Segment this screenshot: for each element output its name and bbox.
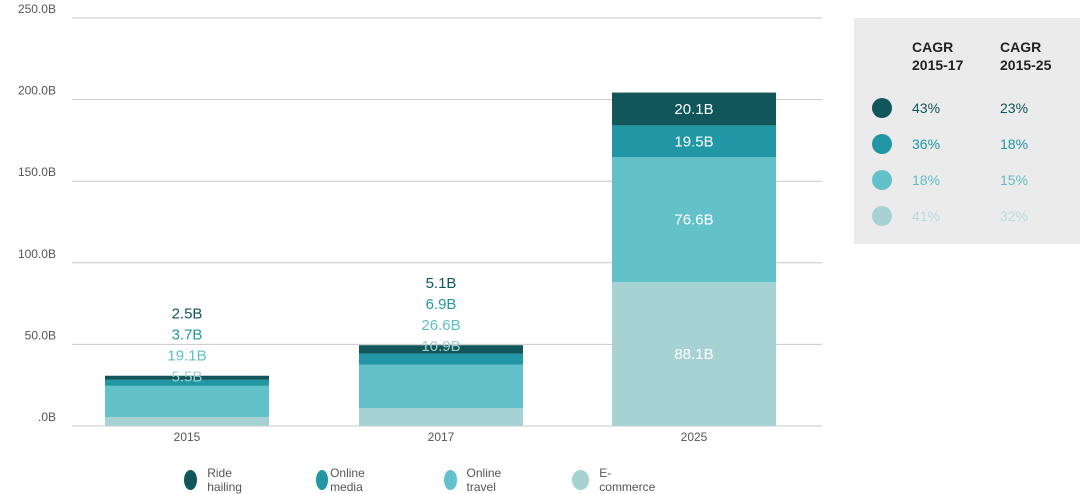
data-label-online-travel-2017: 26.6B — [421, 317, 460, 334]
bars — [105, 92, 776, 426]
bar-segment-online-media-2025 — [612, 125, 776, 158]
y-tick-label: 100.0B — [18, 247, 56, 261]
legend-label: E-commerce — [599, 466, 656, 494]
cagr-row: 41% 32% — [854, 204, 1080, 230]
bar-segment-online-travel-2017 — [359, 364, 523, 409]
cagr-value-2015-25: 32% — [1000, 208, 1029, 224]
y-tick-label: .0B — [38, 410, 56, 424]
data-label-online-media-2025: 19.5B — [674, 133, 713, 150]
legend-label: Online media — [330, 466, 365, 494]
cagr-swatch — [872, 206, 892, 226]
data-label-ride-hailing-2015: 2.5B — [172, 306, 203, 323]
legend-label: Online travel — [466, 466, 502, 494]
data-label-online-travel-2015: 19.1B — [167, 348, 206, 365]
cagr-value-2015-17: 18% — [912, 172, 941, 188]
data-label-e-commerce-2017: 10.9B — [421, 338, 460, 355]
legend-swatch — [572, 470, 590, 490]
cagr-swatch — [872, 134, 892, 154]
bar-segment-e-commerce-2015 — [105, 417, 269, 426]
x-category-label: 2015 — [174, 430, 201, 444]
cagr-swatch — [872, 98, 892, 118]
bar-segment-e-commerce-2017 — [359, 408, 523, 426]
data-label-ride-hailing-2025: 20.1B — [674, 101, 713, 118]
cagr-panel: CAGR 2015-17 CAGR 2015-25 43% 23% 36% 18% 18… — [854, 18, 1080, 244]
bar-segment-ride-hailing-2025 — [612, 92, 776, 126]
cagr-value-2015-25: 15% — [1000, 172, 1029, 188]
legend-item-online-media: Online media — [316, 466, 373, 494]
data-label-online-media-2017: 6.9B — [426, 296, 457, 313]
x-axis-categories: 2015 2017 2025 — [174, 430, 708, 444]
cagr-row: 18% 15% — [854, 168, 1080, 194]
cagr-header-2015-25: CAGR 2015-25 — [1000, 39, 1052, 73]
bar-segment-ride-hailing-2017 — [359, 345, 523, 354]
cagr-value-2015-25: 23% — [1000, 100, 1029, 116]
y-axis-ticks: .0B 50.0B 100.0B 150.0B 200.0B 250.0B — [18, 2, 56, 424]
data-labels: 2.5B 3.7B 19.1B 5.5B 5.1B 6.9B 26.6B 10.9B 88.1B… — [167, 101, 713, 386]
cagr-row: 36% 18% — [854, 132, 1080, 158]
data-label-online-media-2015: 3.7B — [172, 327, 203, 344]
cagr-value-2015-17: 41% — [912, 208, 941, 224]
y-tick-label: 50.0B — [25, 328, 56, 342]
cagr-value-2015-25: 18% — [1000, 136, 1029, 152]
data-label-ride-hailing-2017: 5.1B — [426, 275, 457, 292]
y-tick-label: 150.0B — [18, 165, 56, 179]
legend-swatch — [444, 470, 457, 490]
legend-swatch — [184, 470, 198, 490]
cagr-value-2015-17: 36% — [912, 136, 941, 152]
cagr-row: 43% 23% — [854, 96, 1080, 122]
data-label-e-commerce-2015: 5.5B — [172, 369, 203, 386]
legend-label: Ride hailing — [207, 466, 242, 494]
legend-item-e-commerce: E-commerce — [572, 466, 658, 494]
x-category-label: 2025 — [681, 430, 708, 444]
legend-item-online-travel: Online travel — [444, 466, 509, 494]
bar-segment-online-media-2015 — [105, 379, 269, 386]
x-category-label: 2017 — [428, 430, 455, 444]
data-label-e-commerce-2025: 88.1B — [674, 346, 713, 363]
cagr-header-2015-17: CAGR 2015-17 — [912, 39, 964, 73]
bar-segment-online-media-2017 — [359, 353, 523, 365]
bar-segment-ride-hailing-2015 — [105, 375, 269, 380]
legend-swatch — [316, 470, 329, 490]
cagr-value-2015-17: 43% — [912, 100, 941, 116]
bar-segment-e-commerce-2025 — [612, 282, 776, 426]
cagr-swatch — [872, 170, 892, 190]
bar-segment-online-travel-2025 — [612, 157, 776, 283]
bar-segment-online-travel-2015 — [105, 385, 269, 418]
data-label-online-travel-2025: 76.6B — [674, 212, 713, 229]
legend-item-ride-hailing: Ride hailing — [184, 466, 249, 494]
y-tick-label: 250.0B — [18, 2, 56, 16]
y-tick-label: 200.0B — [18, 84, 56, 98]
